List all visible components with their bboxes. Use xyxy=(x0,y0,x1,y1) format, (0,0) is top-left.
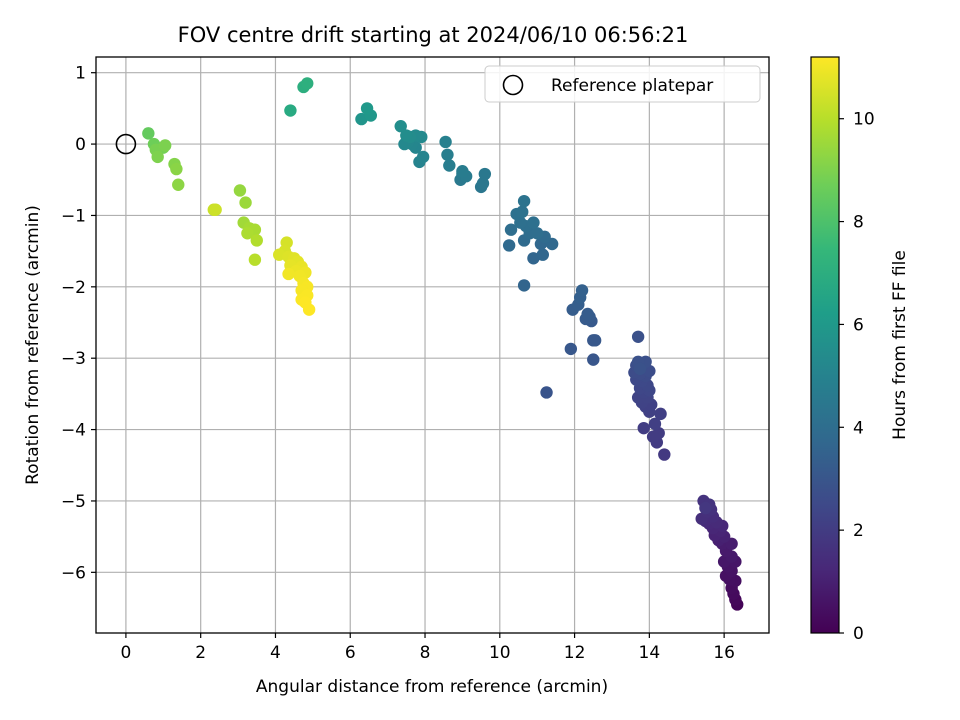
x-tick-label: 2 xyxy=(195,643,206,663)
colorbar-tick-label: 4 xyxy=(853,418,864,438)
x-tick-label: 4 xyxy=(270,643,281,663)
scatter-point xyxy=(527,216,540,229)
scatter-point xyxy=(302,303,316,316)
x-tick-label: 14 xyxy=(639,643,661,663)
legend-reference-marker xyxy=(502,74,524,96)
colorbar-label: Hours from first FF file xyxy=(890,250,910,440)
y-tick-label: −5 xyxy=(61,492,86,512)
y-axis-ticks: 1 0 −1 −2 −3 −4 −5 −6 xyxy=(61,64,96,583)
scatter-point xyxy=(502,239,516,252)
scatter-point xyxy=(564,342,578,356)
scatter-point xyxy=(648,417,662,431)
scatter-point xyxy=(250,234,263,247)
scatter-point xyxy=(588,334,602,347)
scatter-point xyxy=(575,284,589,297)
scatter-point xyxy=(170,162,183,176)
y-tick-label: 1 xyxy=(75,64,86,84)
scatter-point xyxy=(209,203,222,216)
scatter-point xyxy=(441,148,454,161)
reference-marker-group xyxy=(115,133,137,155)
scatter-point xyxy=(536,248,549,261)
reference-platepar-marker xyxy=(115,133,137,155)
scatter-point xyxy=(360,102,374,115)
y-tick-label: −4 xyxy=(61,421,86,441)
scatter-point xyxy=(476,177,490,190)
scatter-point xyxy=(646,430,660,443)
scatter-point xyxy=(516,205,529,219)
x-tick-label: 12 xyxy=(564,643,586,663)
scatter-point xyxy=(282,267,295,281)
y-tick-label: −2 xyxy=(61,278,86,298)
scatter-point xyxy=(504,223,518,236)
y-tick-label: 0 xyxy=(75,135,86,155)
scatter-point xyxy=(439,135,452,149)
x-tick-label: 16 xyxy=(713,643,735,663)
x-tick-label: 8 xyxy=(420,643,431,663)
scatter-point xyxy=(301,77,314,90)
scatter-point xyxy=(142,127,155,140)
colorbar-ticks: 0 2 4 6 8 10 xyxy=(839,110,875,644)
y-tick-label: −1 xyxy=(61,206,86,226)
legend-box xyxy=(484,65,761,103)
colorbar-tick-label: 0 xyxy=(853,624,864,644)
x-tick-label: 10 xyxy=(489,643,511,663)
scatter-point xyxy=(172,178,185,191)
scatter-point xyxy=(394,120,407,133)
scatter-point xyxy=(241,227,254,240)
scatter-point xyxy=(443,159,456,172)
scatter-point xyxy=(517,194,531,208)
x-tick-label: 0 xyxy=(120,643,131,663)
x-axis-ticks: 0 2 4 6 8 10 12 14 16 xyxy=(120,633,735,663)
scatter-point xyxy=(527,252,540,265)
legend-label-reference: Reference platepar xyxy=(551,76,713,96)
scatter-point xyxy=(540,386,553,399)
scatter-point xyxy=(233,184,247,197)
scatter-point xyxy=(587,353,600,366)
scatter-point xyxy=(658,448,671,461)
scatter-point xyxy=(530,227,544,240)
plot-frame xyxy=(95,56,770,634)
scatter-point xyxy=(699,501,712,515)
scatter-point xyxy=(637,421,650,435)
scatter-point xyxy=(631,330,645,343)
y-axis-label: Rotation from reference (arcmin) xyxy=(23,205,43,485)
colorbar-gradient xyxy=(810,56,840,634)
scatter-point xyxy=(478,167,492,181)
scatter-point xyxy=(158,139,172,152)
x-axis-label: Angular distance from reference (arcmin) xyxy=(256,677,608,697)
y-tick-label: −6 xyxy=(61,563,86,583)
scatter-point xyxy=(654,407,667,421)
scatter-point xyxy=(248,253,262,266)
scatter-points xyxy=(142,77,744,611)
colorbar-tick-label: 10 xyxy=(853,110,875,130)
scatter-point xyxy=(284,104,297,117)
colorbar-tick-label: 6 xyxy=(853,315,864,335)
y-tick-label: −3 xyxy=(61,349,86,369)
scatter-point xyxy=(239,196,252,209)
scatter-point xyxy=(456,165,469,178)
colorbar-tick-label: 8 xyxy=(853,213,864,233)
chart-title: FOV centre drift starting at 2024/06/10 … xyxy=(178,23,689,47)
colorbar-tick-label: 2 xyxy=(853,521,864,541)
scatter-point xyxy=(517,279,531,292)
scatter-point xyxy=(355,112,368,126)
scatter-point xyxy=(273,248,286,261)
scatter-point xyxy=(416,150,430,164)
scatter-point xyxy=(400,129,413,142)
scatter-point xyxy=(151,150,164,164)
x-tick-label: 6 xyxy=(345,643,356,663)
scatter-point xyxy=(633,362,647,376)
legend: Reference platepar xyxy=(484,65,761,103)
scatter-point xyxy=(581,307,594,321)
colorbar: 0 2 4 6 8 10 Hours from first FF file xyxy=(810,56,910,644)
